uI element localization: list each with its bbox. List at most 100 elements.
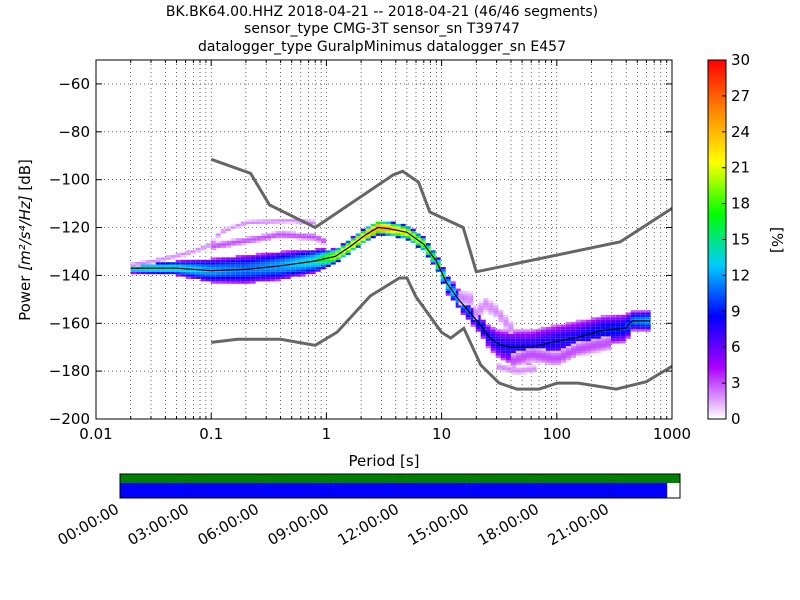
density-cell [235,259,241,263]
density-cell [600,334,606,337]
density-band-upper-branch [211,231,327,251]
density-cell [490,329,496,332]
density-cell [526,350,531,354]
density-cell [275,219,281,222]
density-cell [498,317,504,320]
density-cell [321,240,327,244]
density-cell [475,324,481,327]
density-cell [150,262,156,265]
density-cell [605,322,611,325]
density-cell [160,271,166,275]
density-cell [555,324,561,327]
density-cell [551,360,556,363]
density-cell [300,267,306,270]
density-cell [260,262,266,265]
density-cell [240,276,246,279]
density-cell [505,341,511,344]
density-cell [275,257,281,260]
density-cell [551,355,556,358]
density-cell [150,269,156,272]
density-cell [296,235,302,239]
density-cell [275,269,281,272]
density-cell [550,336,556,339]
density-cell [190,250,196,253]
colorbar: 0 3 6 9 12 15 18 21 24 27 30 [%] [707,51,786,428]
density-cell [130,264,136,267]
density-cell [640,322,646,325]
density-cell [230,264,236,267]
density-band-lower-tail [511,336,611,368]
density-cell [295,250,301,253]
density-cell [305,219,311,222]
density-cell [250,219,256,222]
density-cell [180,271,186,275]
density-cell [485,346,491,349]
density-cell [310,221,316,224]
density-cell [595,317,601,320]
density-cell [485,343,491,346]
density-cell [506,365,512,368]
density-cell [425,247,431,251]
density-cell [505,348,511,351]
density-cell [280,250,286,253]
density-cell [270,269,276,272]
density-cell [610,331,616,334]
density-cell [500,348,506,351]
density-cell [325,255,331,258]
density-cell [530,331,536,334]
density-cell [330,262,336,265]
density-cell [140,271,146,275]
density-cell [576,353,581,356]
density-cell [590,317,596,320]
density-cell [215,279,221,282]
density-cell [205,271,211,275]
density-cell [500,355,506,358]
colorbar-tick-label: 27 [731,87,750,105]
density-cell [620,329,626,332]
density-cell [275,271,281,275]
timeline-tick-label: 12:00:00 [335,500,402,549]
density-cell [275,255,281,258]
density-cell [635,317,641,320]
density-cell [410,228,416,232]
density-cell [488,310,494,313]
density-cell [295,255,301,258]
density-cell [211,243,217,246]
density-cell [260,255,266,258]
density-cell [200,245,206,248]
density-cell [230,271,236,275]
density-cell [455,291,461,294]
density-cell [165,262,171,265]
density-cell [155,271,161,275]
density-cell [560,331,566,334]
density-cell [505,353,511,356]
density-cell [540,341,546,344]
density-cell [510,348,516,351]
density-cell [561,360,566,363]
density-cell [555,326,561,330]
density-cell [520,348,526,351]
density-cell [340,255,346,258]
density-cell [475,322,481,325]
density-cell [445,291,451,294]
density-cell [185,269,191,272]
density-cell [508,329,514,332]
density-cell [260,276,266,279]
density-cell [521,355,526,358]
density-cell [140,269,146,272]
density-cell [580,334,586,337]
density-cell [470,324,476,327]
density-cell [630,317,636,320]
density-cell [585,338,591,342]
density-cell [591,346,596,349]
density-cell [291,235,297,239]
density-cell [601,338,606,342]
density-cell [255,221,261,224]
density-cell [460,310,466,313]
density-cell [251,238,257,241]
density-cell [620,331,626,334]
density-cell [498,312,504,315]
density-cell [475,326,481,330]
density-cell [551,362,556,366]
density-cell [555,343,561,346]
